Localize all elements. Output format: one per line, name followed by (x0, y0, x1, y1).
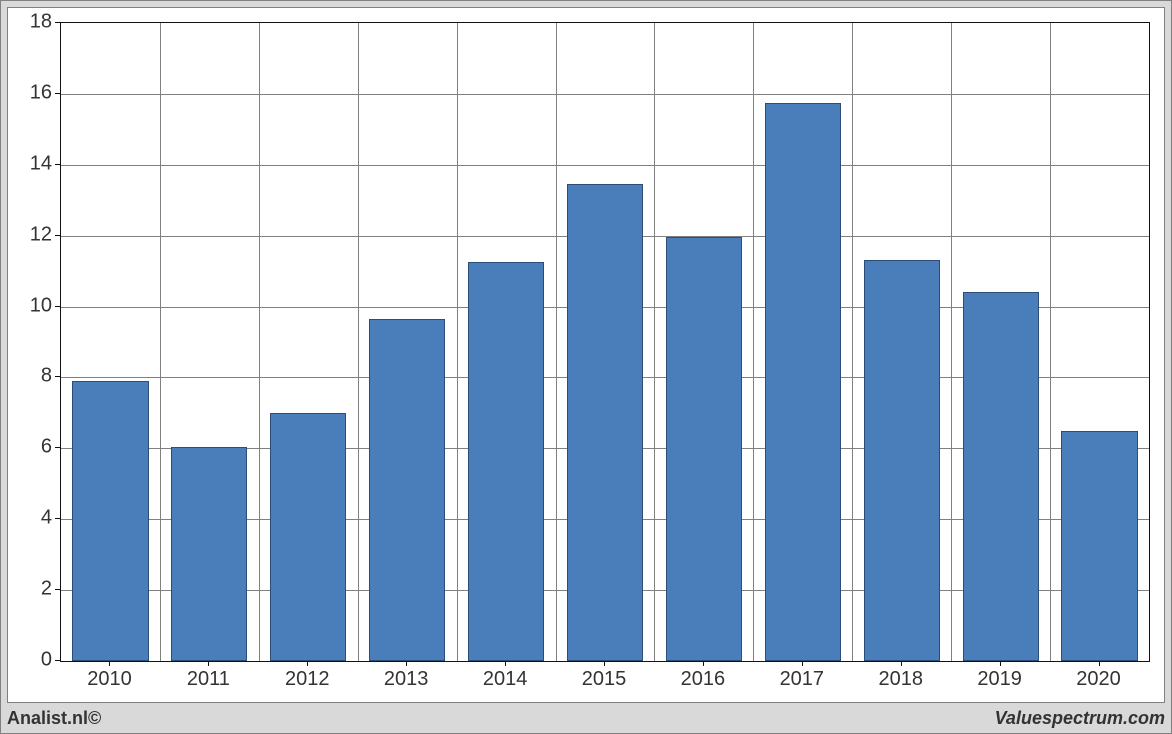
gridline-vertical (753, 23, 754, 661)
y-tick-label: 4 (12, 507, 52, 530)
chart-panel: 0 2 4 6 8 10 12 14 16 18 2010 2011 2012 2013 2014 2015… (7, 7, 1165, 703)
bar (765, 103, 841, 661)
y-tick-mark (55, 660, 60, 661)
gridline-vertical (160, 23, 161, 661)
x-tick-mark (901, 661, 902, 666)
x-tick-mark (208, 661, 209, 666)
y-tick-label: 0 (12, 649, 52, 672)
gridline-vertical (556, 23, 557, 661)
y-tick-label: 16 (12, 81, 52, 104)
x-tick-label: 2014 (483, 668, 528, 691)
y-tick-mark (55, 518, 60, 519)
y-tick-label: 8 (12, 365, 52, 388)
y-tick-mark (55, 164, 60, 165)
bar (270, 413, 346, 661)
gridline-vertical (1050, 23, 1051, 661)
x-tick-mark (703, 661, 704, 666)
y-tick-label: 10 (12, 294, 52, 317)
bar (171, 447, 247, 661)
gridline-vertical (259, 23, 260, 661)
gridline-vertical (358, 23, 359, 661)
x-tick-label: 2019 (977, 668, 1022, 691)
y-tick-label: 2 (12, 578, 52, 601)
gridline-vertical (654, 23, 655, 661)
gridline-vertical (852, 23, 853, 661)
y-tick-mark (55, 376, 60, 377)
x-tick-mark (1099, 661, 1100, 666)
chart-frame: 0 2 4 6 8 10 12 14 16 18 2010 2011 2012 2013 2014 2015… (0, 0, 1172, 734)
x-tick-label: 2018 (878, 668, 923, 691)
y-tick-mark (55, 589, 60, 590)
footer-left-text: Analist.nl© (7, 708, 101, 729)
y-tick-label: 6 (12, 436, 52, 459)
x-tick-label: 2010 (87, 668, 132, 691)
x-tick-mark (406, 661, 407, 666)
bar (567, 184, 643, 661)
bar (864, 260, 940, 661)
x-tick-mark (604, 661, 605, 666)
y-tick-mark (55, 235, 60, 236)
x-tick-label: 2020 (1076, 668, 1121, 691)
bar (369, 319, 445, 661)
bar (666, 237, 742, 661)
bar (72, 381, 148, 661)
x-tick-mark (802, 661, 803, 666)
plot-area (60, 22, 1150, 662)
x-tick-label: 2013 (384, 668, 429, 691)
x-tick-mark (307, 661, 308, 666)
x-tick-label: 2016 (681, 668, 726, 691)
x-tick-mark (505, 661, 506, 666)
y-tick-mark (55, 22, 60, 23)
y-tick-mark (55, 447, 60, 448)
gridline-horizontal (61, 94, 1149, 95)
footer-right-text: Valuespectrum.com (995, 708, 1165, 729)
gridline-vertical (457, 23, 458, 661)
bar (468, 262, 544, 661)
x-tick-label: 2017 (780, 668, 825, 691)
x-tick-label: 2015 (582, 668, 627, 691)
y-tick-label: 14 (12, 152, 52, 175)
x-tick-mark (109, 661, 110, 666)
y-tick-label: 18 (12, 11, 52, 34)
bar (1061, 431, 1137, 661)
gridline-vertical (951, 23, 952, 661)
y-tick-mark (55, 93, 60, 94)
x-tick-label: 2011 (187, 668, 230, 691)
y-tick-mark (55, 306, 60, 307)
bar (963, 292, 1039, 661)
y-tick-label: 12 (12, 223, 52, 246)
gridline-horizontal (61, 165, 1149, 166)
x-tick-label: 2012 (285, 668, 330, 691)
x-tick-mark (1000, 661, 1001, 666)
